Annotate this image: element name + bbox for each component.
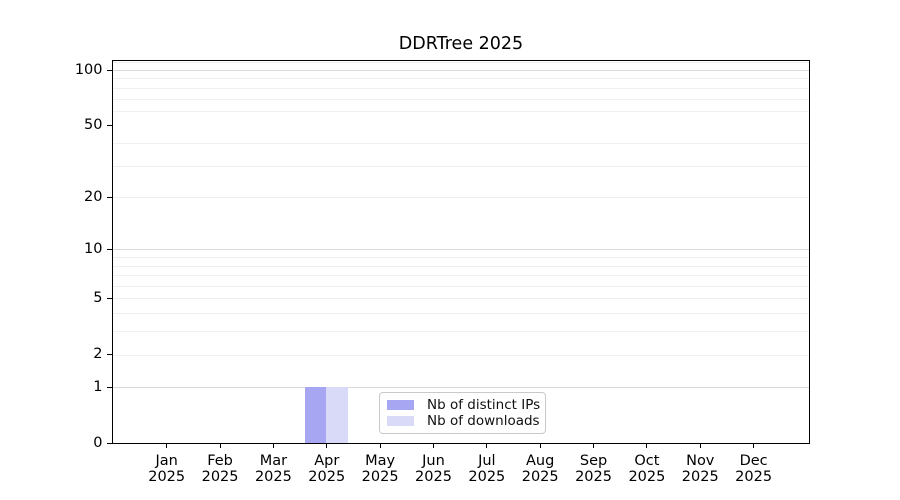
y-tick-label: 2 <box>93 346 103 363</box>
minor-gridline <box>113 265 809 267</box>
x-tick <box>753 444 755 448</box>
minor-gridline <box>113 286 809 288</box>
x-tick-label: May 2025 <box>361 452 399 486</box>
minor-gridline <box>113 165 809 167</box>
x-tick <box>593 444 595 448</box>
legend-entry-distinct-ips: Nb of distinct IPs <box>387 396 541 413</box>
minor-gridline <box>113 197 809 199</box>
x-tick <box>539 444 541 448</box>
minor-gridline <box>113 257 809 259</box>
x-tick <box>219 444 221 448</box>
y-tick <box>107 297 112 299</box>
legend-swatch-distinct-ips <box>387 399 414 410</box>
y-tick <box>107 69 112 71</box>
y-tick-label: 5 <box>93 289 103 306</box>
minor-gridline <box>113 62 809 64</box>
major-gridline <box>113 249 809 251</box>
minor-gridline <box>113 142 809 144</box>
minor-gridline <box>113 275 809 277</box>
x-tick <box>486 444 488 448</box>
x-tick <box>432 444 434 448</box>
bar-distinct-ips <box>304 387 327 444</box>
minor-gridline <box>113 87 809 89</box>
y-tick-label: 10 <box>84 240 103 257</box>
minor-gridline <box>113 98 809 100</box>
x-tick <box>699 444 701 448</box>
x-tick <box>379 444 381 448</box>
x-tick-label: Sep 2025 <box>575 452 612 486</box>
y-tick <box>107 248 112 250</box>
major-gridline <box>113 387 809 389</box>
y-tick <box>107 354 112 356</box>
x-tick-label: Oct 2025 <box>628 452 666 486</box>
y-tick <box>107 196 112 198</box>
y-tick <box>107 443 112 444</box>
y-tick-label: 20 <box>84 188 103 205</box>
minor-gridline <box>113 331 809 333</box>
x-tick-label: Jul 2025 <box>468 452 506 486</box>
minor-gridline <box>113 110 809 112</box>
y-tick <box>107 386 112 388</box>
x-tick-label: Dec 2025 <box>735 452 773 486</box>
x-tick <box>166 444 168 448</box>
legend: Nb of distinct IPs Nb of downloads <box>379 392 546 434</box>
x-tick-label: Mar 2025 <box>254 452 292 486</box>
chart-title: DDRTree 2025 <box>398 34 524 54</box>
minor-gridline <box>113 298 809 300</box>
bar-downloads <box>326 387 348 444</box>
plot-area: Nb of distinct IPs Nb of downloads <box>112 60 810 444</box>
y-tick-label: 100 <box>74 61 103 78</box>
x-tick-label: Feb 2025 <box>201 452 239 486</box>
x-tick <box>272 444 274 448</box>
major-gridline <box>113 70 809 71</box>
minor-gridline <box>113 78 809 80</box>
minor-gridline <box>113 354 809 356</box>
x-tick-label: Jun 2025 <box>415 452 452 486</box>
x-tick-label: Jan 2025 <box>148 452 186 486</box>
y-tick-label: 0 <box>93 435 103 451</box>
x-tick-label: Apr 2025 <box>308 452 346 486</box>
y-tick <box>107 124 112 126</box>
x-tick <box>326 444 328 448</box>
x-tick-label: Nov 2025 <box>681 452 719 486</box>
legend-label-downloads: Nb of downloads <box>427 413 540 430</box>
legend-entry-downloads: Nb of downloads <box>387 413 540 430</box>
x-tick <box>646 444 648 448</box>
y-tick-label: 1 <box>93 378 103 395</box>
x-tick-label: Aug 2025 <box>521 452 559 486</box>
y-tick-label: 50 <box>84 116 103 133</box>
minor-gridline <box>113 313 809 315</box>
legend-swatch-downloads <box>387 416 414 427</box>
legend-label-distinct-ips: Nb of distinct IPs <box>427 396 541 413</box>
